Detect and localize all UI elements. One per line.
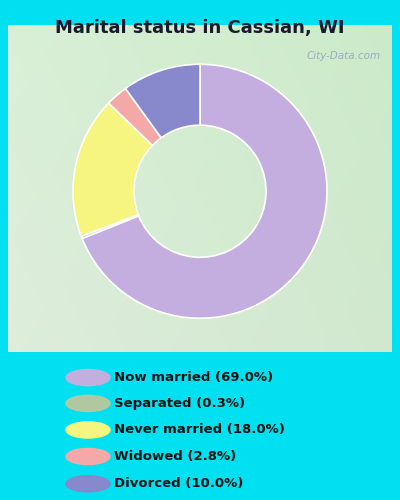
Wedge shape	[126, 64, 200, 138]
Text: Separated (0.3%): Separated (0.3%)	[114, 397, 245, 410]
Wedge shape	[82, 64, 327, 318]
Text: Widowed (2.8%): Widowed (2.8%)	[114, 450, 236, 463]
Circle shape	[66, 370, 110, 386]
Wedge shape	[81, 214, 139, 238]
Circle shape	[66, 422, 110, 438]
Text: Divorced (10.0%): Divorced (10.0%)	[114, 478, 243, 490]
Circle shape	[66, 476, 110, 492]
Circle shape	[66, 448, 110, 464]
Wedge shape	[108, 88, 161, 146]
Text: City-Data.com: City-Data.com	[306, 51, 380, 61]
Wedge shape	[73, 103, 152, 236]
Text: Never married (18.0%): Never married (18.0%)	[114, 424, 285, 436]
Text: Marital status in Cassian, WI: Marital status in Cassian, WI	[55, 19, 345, 37]
Text: Now married (69.0%): Now married (69.0%)	[114, 371, 273, 384]
Circle shape	[66, 396, 110, 411]
